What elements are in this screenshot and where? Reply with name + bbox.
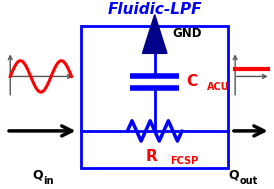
Text: in: in [43, 176, 53, 186]
Text: GND: GND [172, 27, 202, 40]
Text: ACU: ACU [207, 82, 229, 92]
Bar [81, 26, 228, 168]
Text: C: C [186, 74, 197, 89]
Text: out: out [239, 176, 258, 186]
Text: Fluidic-LPF: Fluidic-LPF [107, 2, 202, 17]
Text: FCSP: FCSP [170, 156, 198, 166]
Text: Q: Q [32, 169, 43, 182]
Polygon shape [142, 15, 167, 53]
Text: Q: Q [229, 169, 239, 182]
Text: R: R [146, 149, 158, 164]
